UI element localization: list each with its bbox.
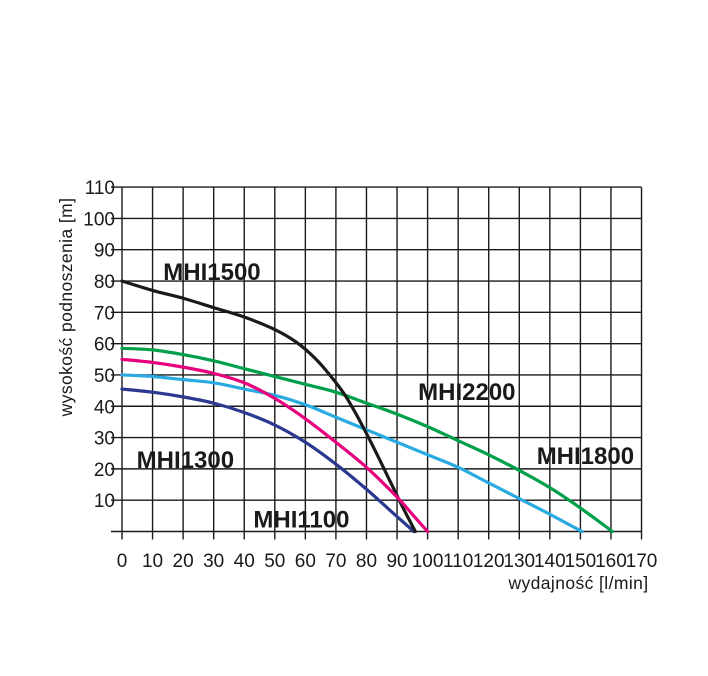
y-tick-label-110: 110 xyxy=(85,178,115,199)
y-tick-label-10: 10 xyxy=(94,491,115,512)
y-tick-label-40: 40 xyxy=(94,397,115,418)
curve-MHI2200 xyxy=(120,346,615,534)
y-tick-label-100: 100 xyxy=(83,209,115,230)
x-tick-label-140: 140 xyxy=(534,551,566,572)
curve-label-MHI1300: MHI1300 xyxy=(137,447,234,474)
y-tick-label-80: 80 xyxy=(94,272,115,293)
y-tick-label-70: 70 xyxy=(94,303,115,324)
y-tick-label-20: 20 xyxy=(94,460,115,481)
curve-label-MHI2200: MHI2200 xyxy=(418,379,515,406)
curve-label-MHI1800: MHI1800 xyxy=(537,443,634,470)
y-tick-label-30: 30 xyxy=(94,429,115,450)
x-tick-label-90: 90 xyxy=(386,551,407,572)
x-tick-label-160: 160 xyxy=(595,551,627,572)
x-tick-label-100: 100 xyxy=(412,551,444,572)
x-tick-label-110: 110 xyxy=(443,551,473,572)
x-tick-label-50: 50 xyxy=(264,551,285,572)
x-tick-label-70: 70 xyxy=(325,551,346,572)
curve-label-MHI1500: MHI1500 xyxy=(163,259,260,286)
x-tick-label-40: 40 xyxy=(234,551,255,572)
curve-MHI1100 xyxy=(120,387,416,534)
x-tick-label-130: 130 xyxy=(503,551,535,572)
x-tick-label-10: 10 xyxy=(142,551,163,572)
y-axis-title: wysokość podnoszenia [m] xyxy=(56,198,76,418)
x-tick-label-0: 0 xyxy=(117,551,128,572)
x-tick-label-60: 60 xyxy=(295,551,316,572)
x-tick-label-20: 20 xyxy=(173,551,194,572)
curve-MHI1500 xyxy=(120,279,417,534)
x-axis-title: wydajność [l/min] xyxy=(507,573,648,593)
curve-MHI1300 xyxy=(120,357,430,534)
x-tick-label-150: 150 xyxy=(565,551,597,572)
x-tick-label-170: 170 xyxy=(626,551,658,572)
y-tick-label-60: 60 xyxy=(94,335,115,356)
curve-MHI1800 xyxy=(120,373,584,534)
x-tick-label-30: 30 xyxy=(203,551,224,572)
x-tick-label-120: 120 xyxy=(473,551,505,572)
y-tick-label-90: 90 xyxy=(94,241,115,262)
y-tick-label-50: 50 xyxy=(94,366,115,387)
curve-label-MHI1100: MHI1100 xyxy=(253,507,349,534)
x-tick-label-80: 80 xyxy=(356,551,377,572)
